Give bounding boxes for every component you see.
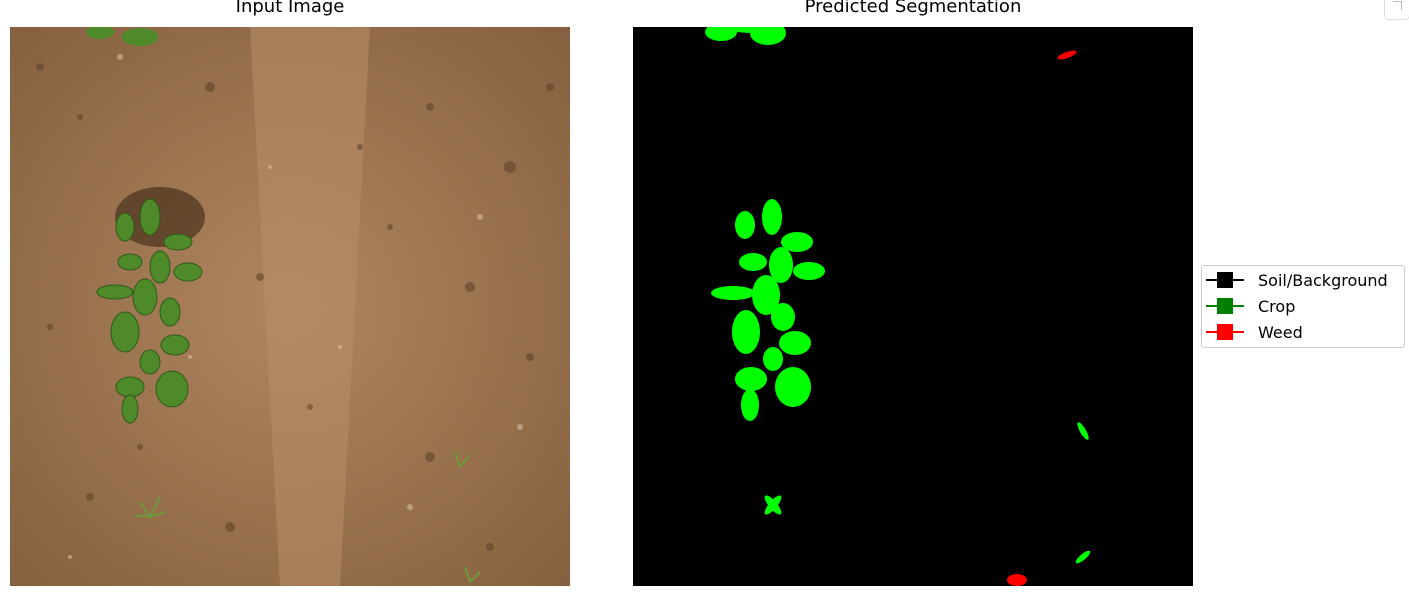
- input-image-title: Input Image: [235, 0, 345, 17]
- legend-item-crop: Crop: [1206, 294, 1295, 318]
- expand-button[interactable]: [1384, 0, 1409, 20]
- legend-swatch-weed: [1206, 323, 1244, 341]
- legend-label-weed: Weed: [1258, 322, 1303, 342]
- legend: Soil/Background Crop Weed: [1201, 265, 1405, 348]
- input-image: [10, 27, 570, 586]
- legend-item-soil-background: Soil/Background: [1206, 268, 1388, 292]
- legend-label-soil-background: Soil/Background: [1258, 270, 1388, 290]
- segmentation-mask-graphic: [633, 27, 1193, 586]
- legend-swatch-soil: [1206, 271, 1244, 289]
- legend-swatch-crop: [1206, 297, 1244, 315]
- predicted-segmentation-title: Predicted Segmentation: [804, 0, 1022, 17]
- legend-label-crop: Crop: [1258, 296, 1296, 316]
- legend-item-weed: Weed: [1206, 320, 1303, 344]
- input-image-graphic: [10, 27, 570, 586]
- segmentation-mask: [633, 27, 1193, 586]
